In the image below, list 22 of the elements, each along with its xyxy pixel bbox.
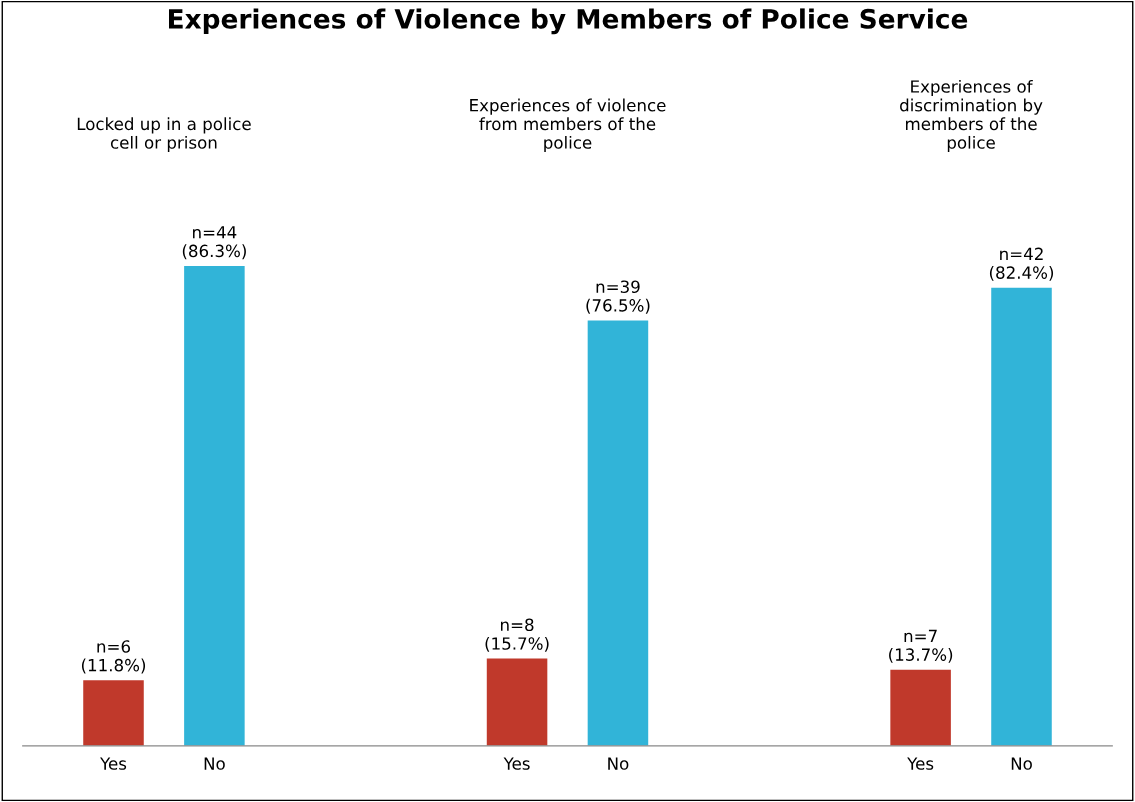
data-label: n=7 (13.7%): [889, 629, 953, 663]
text: Experiences of violence from members of the police: [470, 98, 666, 153]
x-tick-label: No: [204, 757, 225, 770]
x-tick-label: Yes: [907, 757, 934, 770]
bar: [83, 680, 144, 746]
text: Experiences of discrimination by members of the police: [900, 79, 1043, 153]
text: Locked up in a police cell or prison: [77, 117, 251, 153]
data-label: n=39 (76.5%): [586, 280, 650, 314]
data-label: n=44 (86.3%): [182, 226, 246, 260]
bar: [486, 658, 548, 746]
x-tick-label: No: [608, 757, 629, 770]
bar: [184, 265, 245, 746]
x-tick-label: Yes: [100, 757, 127, 770]
bar: [587, 320, 649, 746]
chart-title: Experiences of Violence by Members of Police Service: [169, 8, 968, 35]
data-label: n=42 (82.4%): [989, 247, 1054, 281]
data-label: n=8 (15.7%): [485, 618, 549, 652]
bar: [890, 669, 951, 746]
x-tick-label: Yes: [503, 757, 530, 770]
x-tick-label: No: [1011, 757, 1032, 770]
data-label: n=6 (11.8%): [81, 640, 146, 674]
bar: [991, 287, 1052, 746]
